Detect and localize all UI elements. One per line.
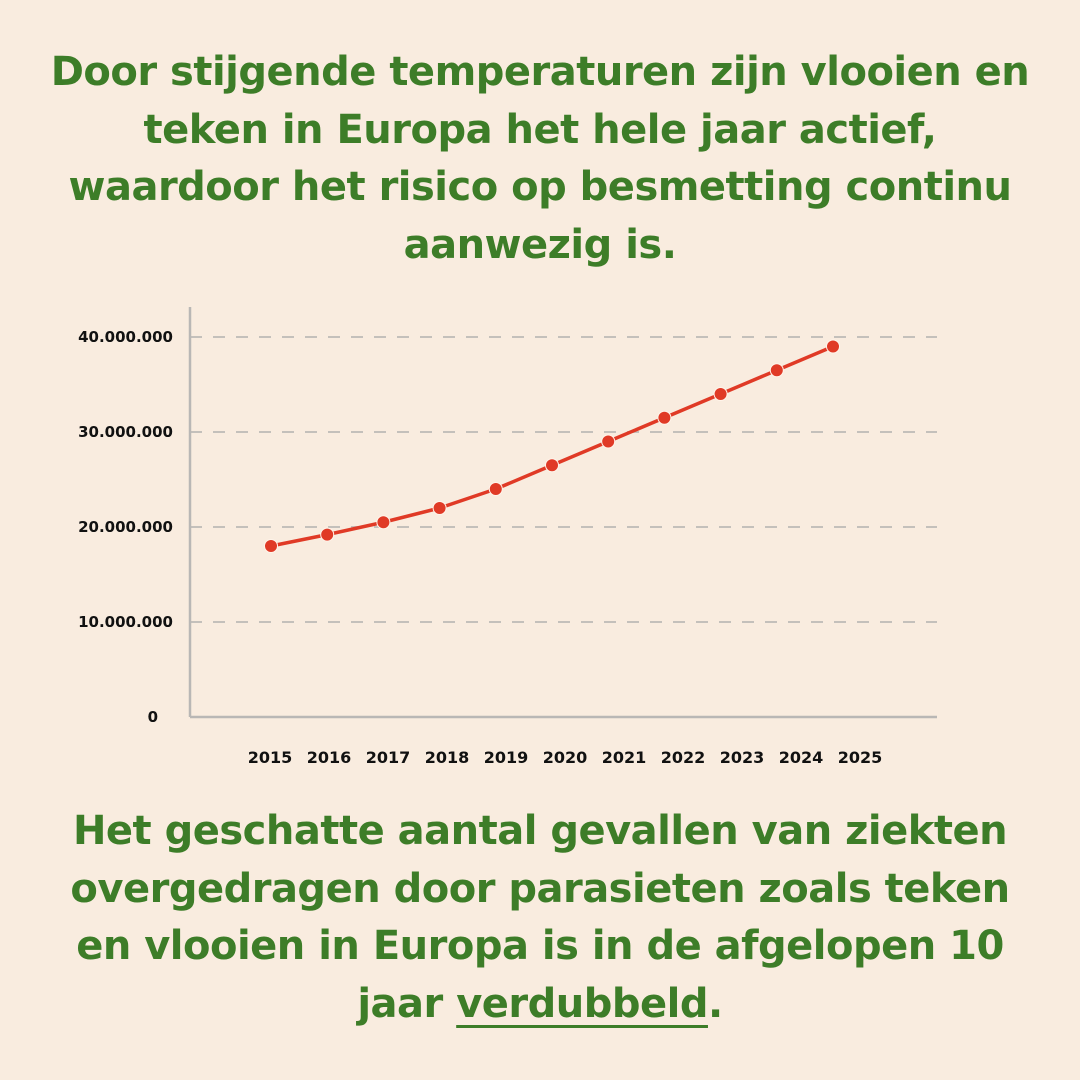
- headline-top-line-4: aanwezig is.: [403, 221, 677, 268]
- headline-bottom-suffix: .: [707, 980, 723, 1027]
- headline-bottom-line-1: Het geschatte aantal gevallen van ziekte…: [72, 808, 1008, 854]
- x-tick-label: 2023: [720, 748, 765, 767]
- headline-bottom: Het geschatte aantal gevallen van ziekte…: [0, 803, 1080, 1033]
- data-point: [601, 434, 616, 449]
- headline-bottom-prefix: jaar: [357, 980, 457, 1027]
- y-tick-label: 10.000.000: [78, 613, 173, 631]
- series-points: [264, 339, 840, 553]
- x-tick-label: 2021: [602, 748, 647, 767]
- x-tick-label: 2017: [366, 748, 411, 767]
- y-tick-label: 0: [148, 708, 158, 726]
- data-point: [713, 387, 728, 401]
- x-tick-label: 2022: [661, 748, 706, 767]
- headline-top-line-3: waardoor het risico op besmetting contin…: [68, 164, 1013, 210]
- y-tick-label: 30.000.000: [78, 423, 173, 441]
- x-tick-label: 2015: [248, 748, 293, 767]
- data-point: [545, 458, 559, 473]
- data-point: [376, 515, 391, 530]
- x-tick-label: 2019: [484, 748, 529, 767]
- x-tick-label: 2024: [779, 748, 824, 767]
- data-point: [657, 410, 672, 425]
- headline-top-line-1: Door stijgende temperaturen zijn vlooien…: [50, 49, 1030, 95]
- data-point: [769, 363, 784, 378]
- x-tick-label: 2018: [425, 748, 470, 767]
- x-axis-ticks: 2015 2016 2017 2018 2019 2020 2021 2022 2023 2024…: [248, 748, 883, 767]
- emphasis-verdubbeld: verdubbeld: [456, 980, 708, 1027]
- data-point: [264, 539, 278, 553]
- headline-bottom-line-3: en vlooien in Europa is in de afgelopen …: [76, 923, 1004, 969]
- data-point: [432, 501, 447, 515]
- series-line: [270, 344, 834, 548]
- data-point: [488, 482, 503, 496]
- y-axis-ticks: 0 10.000.000 20.000.000 30.000.000 40.000.00…: [78, 328, 173, 726]
- data-point: [826, 339, 840, 354]
- x-tick-label: 2025: [838, 748, 883, 767]
- headline-bottom-line-4: jaar verdubbeld.: [0, 976, 1080, 1034]
- chart-gridlines: [190, 336, 937, 623]
- data-point: [320, 527, 335, 542]
- headline-top-line-2: teken in Europa het hele jaar actief,: [143, 106, 937, 153]
- y-tick-label: 20.000.000: [78, 518, 173, 536]
- headline-top: Door stijgende temperaturen zijn vlooien…: [0, 44, 1080, 274]
- headline-bottom-line-2: overgedragen door parasieten zoals teken: [70, 865, 1010, 912]
- x-tick-label: 2020: [543, 748, 588, 767]
- x-tick-label: 2016: [307, 748, 352, 767]
- y-tick-label: 40.000.000: [78, 328, 173, 346]
